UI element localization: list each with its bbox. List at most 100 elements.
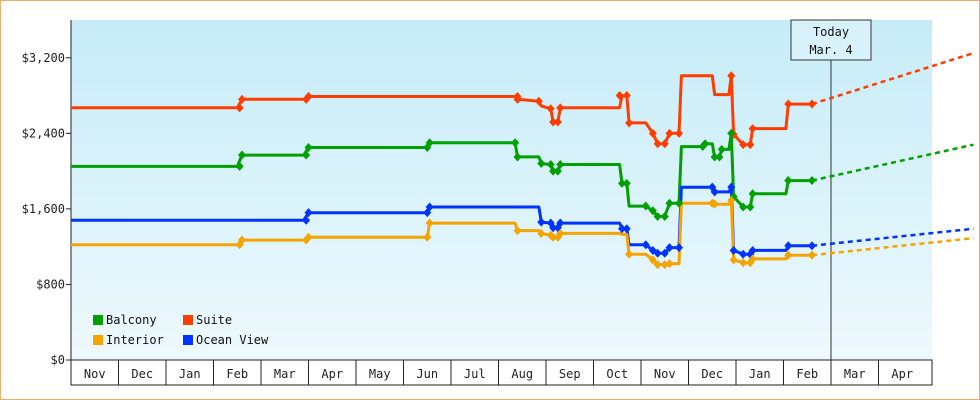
data-point-suite — [784, 99, 793, 109]
data-point-balcony — [784, 176, 793, 186]
data-point-suite — [625, 118, 634, 128]
data-point-balcony — [546, 160, 555, 169]
y-tick-label: $2,400 — [22, 126, 65, 140]
y-tick-label: $1,600 — [22, 202, 65, 216]
projection-balcony — [811, 143, 974, 182]
data-point-ocean-view — [784, 241, 793, 251]
x-tick-label: Sep — [559, 367, 581, 381]
x-tick-label: Mar — [274, 367, 296, 381]
x-axis: Nov Dec Jan Feb Mar Apr May Jun Jul Aug Sep Oct Nov D… — [70, 359, 933, 386]
data-point-suite — [675, 128, 683, 138]
data-point-balcony — [304, 143, 313, 152]
data-point-balcony — [727, 128, 736, 138]
data-point-ocean-view — [665, 243, 674, 253]
data-point-interior — [729, 255, 738, 265]
plot-area — [71, 20, 932, 360]
data-point-suite — [622, 91, 631, 101]
today-marker: Today Mar. 4 — [790, 19, 872, 360]
data-point-suite — [727, 71, 736, 81]
data-point-ocean-view — [748, 245, 757, 255]
x-tick-label: Nov — [654, 367, 676, 381]
data-point-suite — [665, 128, 674, 138]
data-point-interior — [425, 218, 434, 228]
data-point-balcony — [549, 166, 558, 176]
data-point-balcony — [641, 201, 650, 211]
data-point-suite — [653, 139, 662, 149]
data-point-balcony — [660, 211, 669, 221]
data-point-balcony — [808, 176, 816, 186]
data-point-interior — [665, 259, 674, 269]
data-point-ocean-view — [537, 217, 546, 227]
x-tick-label: Apr — [891, 367, 913, 381]
data-point-interior — [739, 258, 748, 268]
data-point-suite — [660, 139, 669, 149]
today-callout — [790, 19, 872, 61]
data-point-balcony — [701, 139, 710, 149]
y-tick-label: $3,200 — [22, 51, 65, 65]
data-point-suite — [553, 117, 562, 127]
data-point-suite — [549, 117, 558, 127]
x-tick-label: Jun — [416, 367, 438, 381]
x-axis-band — [70, 359, 933, 386]
x-tick-label: Oct — [606, 367, 628, 381]
data-point-ocean-view — [556, 218, 565, 228]
x-tick-label: Feb — [226, 367, 248, 381]
x-tick-label: Aug — [511, 367, 533, 381]
data-point-interior — [808, 250, 816, 260]
data-point-suite — [238, 94, 246, 104]
data-point-interior — [727, 195, 736, 205]
data-point-balcony — [653, 211, 662, 221]
data-point-balcony — [556, 160, 565, 169]
data-point-interior — [710, 199, 719, 209]
data-point-interior — [556, 228, 565, 238]
data-point-interior — [653, 260, 662, 270]
data-point-suite — [556, 103, 565, 113]
data-point-balcony — [665, 198, 674, 208]
legend: Balcony Suite Interior Ocean View — [93, 313, 269, 347]
data-point-ocean-view — [653, 248, 662, 258]
data-point-ocean-view — [660, 248, 669, 258]
x-tick-label: May — [369, 367, 391, 381]
x-tick-label: Jan — [749, 367, 771, 381]
series-markers — [235, 71, 816, 270]
data-point-balcony — [537, 159, 546, 169]
data-point-suite — [513, 94, 522, 104]
data-point-balcony — [739, 202, 748, 212]
x-tick-label: Dec — [131, 367, 153, 381]
data-point-ocean-view — [710, 187, 719, 197]
x-tick-label: Dec — [701, 367, 723, 381]
data-point-interior — [784, 250, 793, 260]
today-label: Today — [813, 25, 849, 39]
data-point-balcony — [618, 178, 626, 188]
data-point-suite — [304, 92, 313, 101]
data-point-balcony — [648, 206, 657, 216]
legend-swatch-interior — [93, 335, 103, 345]
data-point-interior — [625, 249, 634, 259]
data-point-interior — [549, 232, 558, 242]
data-point-balcony — [513, 152, 522, 162]
data-point-balcony — [511, 138, 520, 148]
x-tick-label: Feb — [796, 367, 818, 381]
data-point-ocean-view — [729, 245, 738, 255]
x-tick-label: Jan — [179, 367, 201, 381]
y-tick-label: $800 — [36, 277, 65, 291]
data-point-interior — [423, 232, 432, 242]
x-tick-label: Mar — [844, 367, 866, 381]
projections — [811, 51, 974, 257]
y-tick-label: $0 — [51, 353, 65, 367]
data-point-balcony — [553, 166, 562, 176]
data-point-balcony — [235, 161, 244, 171]
legend-label-suite: Suite — [196, 313, 232, 327]
data-point-interior — [304, 232, 313, 242]
x-tick-label: Nov — [84, 367, 106, 381]
data-point-balcony — [717, 144, 726, 154]
data-point-suite — [746, 140, 755, 150]
data-point-suite — [546, 104, 555, 114]
legend-label-ocean-view: Ocean View — [196, 333, 269, 347]
data-point-balcony — [710, 152, 719, 162]
data-point-suite — [615, 91, 624, 101]
data-point-ocean-view — [304, 208, 313, 218]
data-point-suite — [534, 96, 543, 106]
projection-suite — [811, 51, 974, 106]
